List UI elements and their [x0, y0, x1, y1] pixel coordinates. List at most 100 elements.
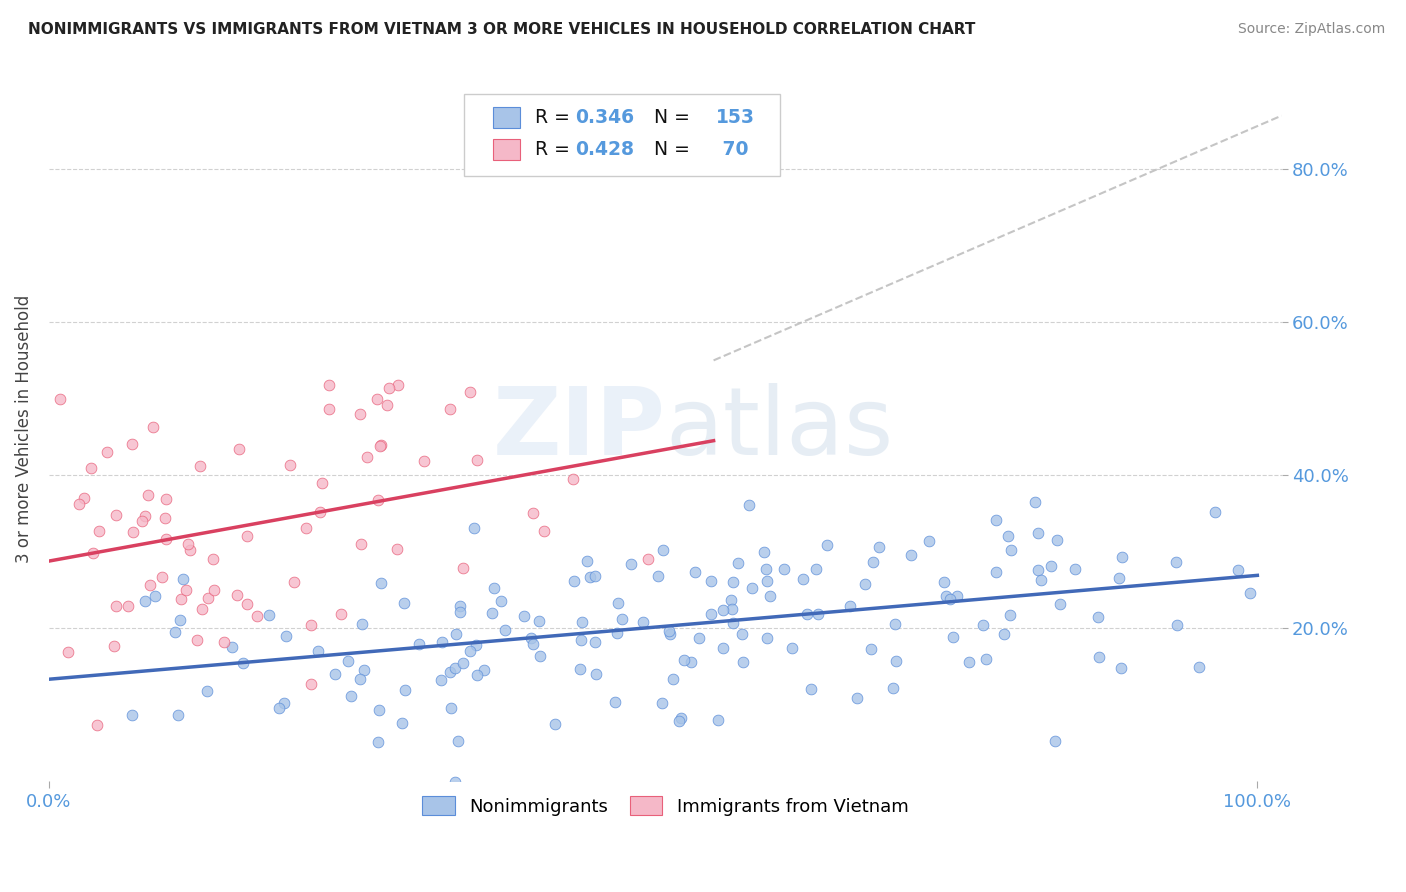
- Point: [972, 617, 994, 632]
- Y-axis label: 3 or more Vehicles in Household: 3 or more Vehicles in Household: [15, 295, 32, 564]
- Point: [796, 607, 818, 622]
- Point: [82, 546, 104, 560]
- Point: [353, 663, 375, 677]
- Point: [579, 569, 602, 583]
- Point: [882, 681, 904, 695]
- Point: [679, 656, 702, 670]
- Point: [544, 716, 567, 731]
- Point: [1108, 571, 1130, 585]
- Point: [122, 524, 145, 539]
- Point: [378, 381, 401, 395]
- Point: [367, 735, 389, 749]
- Point: [707, 713, 730, 727]
- Point: [172, 572, 194, 586]
- Point: [444, 627, 467, 641]
- Point: [699, 574, 721, 588]
- Point: [752, 545, 775, 559]
- Point: [439, 665, 461, 679]
- Text: R =: R =: [534, 108, 575, 127]
- Point: [756, 574, 779, 588]
- Point: [67, 498, 90, 512]
- Point: [86, 718, 108, 732]
- Point: [449, 606, 471, 620]
- Point: [104, 508, 127, 522]
- Point: [73, 491, 96, 506]
- Point: [868, 540, 890, 554]
- Point: [236, 598, 259, 612]
- Point: [463, 521, 485, 535]
- Point: [318, 378, 340, 392]
- Point: [1109, 661, 1132, 675]
- Point: [583, 635, 606, 649]
- Point: [998, 607, 1021, 622]
- Point: [569, 632, 592, 647]
- Point: [323, 666, 346, 681]
- Point: [1045, 533, 1067, 548]
- Point: [337, 654, 360, 668]
- Point: [720, 592, 742, 607]
- Text: N =: N =: [641, 108, 696, 127]
- Point: [673, 653, 696, 667]
- Point: [318, 401, 340, 416]
- Text: NONIMMIGRANTS VS IMMIGRANTS FROM VIETNAM 3 OR MORE VEHICLES IN HOUSEHOLD CORRELA: NONIMMIGRANTS VS IMMIGRANTS FROM VIETNAM…: [28, 22, 976, 37]
- Point: [984, 565, 1007, 579]
- Point: [87, 524, 110, 538]
- Point: [1000, 542, 1022, 557]
- Text: 70: 70: [716, 140, 748, 159]
- Point: [366, 492, 388, 507]
- Point: [221, 640, 243, 655]
- Point: [367, 703, 389, 717]
- Point: [522, 507, 544, 521]
- Point: [862, 555, 884, 569]
- Point: [986, 513, 1008, 527]
- Text: 0.346: 0.346: [575, 108, 634, 127]
- Point: [619, 557, 641, 571]
- Point: [138, 488, 160, 502]
- Point: [562, 574, 585, 588]
- Text: R =: R =: [534, 140, 575, 159]
- Point: [658, 624, 681, 639]
- Point: [444, 660, 467, 674]
- Point: [731, 627, 754, 641]
- Point: [651, 696, 673, 710]
- Point: [155, 491, 177, 506]
- Point: [1024, 495, 1046, 509]
- Text: N =: N =: [641, 140, 696, 159]
- Point: [174, 583, 197, 598]
- Point: [458, 385, 481, 400]
- Point: [661, 672, 683, 686]
- Point: [430, 673, 453, 687]
- Point: [527, 614, 550, 628]
- Point: [155, 532, 177, 546]
- Point: [481, 606, 503, 620]
- Point: [226, 588, 249, 602]
- Point: [177, 537, 200, 551]
- Point: [721, 602, 744, 616]
- Point: [472, 663, 495, 677]
- Point: [1028, 525, 1050, 540]
- Point: [1029, 574, 1052, 588]
- Point: [352, 616, 374, 631]
- Point: [453, 657, 475, 671]
- Point: [807, 607, 830, 621]
- Point: [845, 690, 868, 705]
- Point: [121, 437, 143, 451]
- Point: [884, 617, 907, 632]
- Point: [838, 599, 860, 613]
- Point: [583, 569, 606, 583]
- Point: [884, 654, 907, 668]
- Point: [195, 683, 218, 698]
- Text: atlas: atlas: [665, 384, 893, 475]
- Point: [349, 407, 371, 421]
- Point: [585, 667, 607, 681]
- Point: [451, 561, 474, 575]
- Text: 153: 153: [716, 108, 755, 127]
- Point: [370, 575, 392, 590]
- Point: [96, 445, 118, 459]
- Text: 0.428: 0.428: [575, 140, 634, 159]
- Bar: [492, 107, 520, 128]
- Point: [815, 538, 838, 552]
- Point: [1111, 549, 1133, 564]
- Point: [439, 402, 461, 417]
- Point: [569, 662, 592, 676]
